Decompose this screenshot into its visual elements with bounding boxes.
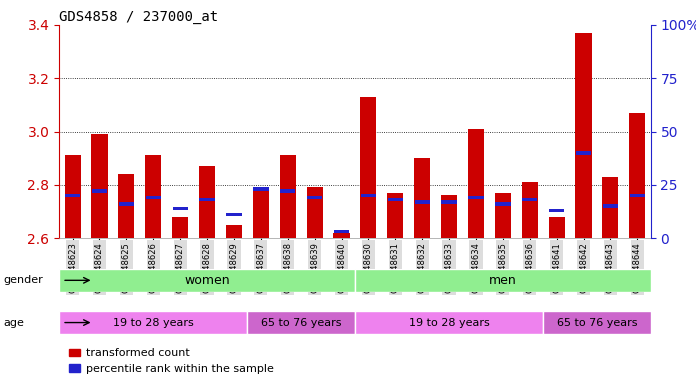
Text: age: age: [3, 318, 24, 328]
Bar: [522, 182, 538, 238]
Bar: [495, 202, 511, 206]
Bar: [145, 196, 161, 199]
Text: men: men: [489, 274, 516, 287]
Bar: [576, 33, 592, 238]
Bar: [441, 195, 457, 238]
Bar: [361, 194, 376, 197]
Bar: [543, 311, 651, 334]
Text: 19 to 28 years: 19 to 28 years: [113, 318, 193, 328]
Bar: [280, 189, 295, 193]
Bar: [522, 198, 537, 202]
Bar: [59, 269, 355, 292]
Bar: [388, 198, 403, 202]
Bar: [630, 194, 645, 197]
Bar: [173, 207, 188, 210]
Bar: [119, 202, 134, 206]
Bar: [65, 194, 80, 197]
Bar: [549, 209, 564, 212]
Text: GDS4858 / 237000_at: GDS4858 / 237000_at: [59, 10, 219, 24]
Bar: [441, 200, 457, 204]
Bar: [468, 129, 484, 238]
Bar: [199, 198, 215, 202]
Bar: [603, 204, 618, 208]
Bar: [65, 156, 81, 238]
Bar: [307, 196, 322, 199]
Bar: [247, 311, 355, 334]
Bar: [92, 189, 107, 193]
Text: gender: gender: [3, 275, 43, 285]
Bar: [172, 217, 188, 238]
Text: women: women: [184, 274, 230, 287]
Bar: [280, 156, 296, 238]
Bar: [548, 217, 564, 238]
Text: 65 to 76 years: 65 to 76 years: [261, 318, 342, 328]
Text: 65 to 76 years: 65 to 76 years: [557, 318, 638, 328]
Bar: [333, 233, 349, 238]
Legend: transformed count, percentile rank within the sample: transformed count, percentile rank withi…: [65, 344, 278, 379]
Text: 19 to 28 years: 19 to 28 years: [409, 318, 489, 328]
Bar: [414, 158, 430, 238]
Bar: [415, 200, 430, 204]
Bar: [355, 269, 651, 292]
Bar: [306, 187, 323, 238]
Bar: [495, 193, 511, 238]
Bar: [355, 311, 543, 334]
Bar: [361, 97, 377, 238]
Bar: [629, 113, 645, 238]
Bar: [91, 134, 108, 238]
Bar: [199, 166, 215, 238]
Bar: [468, 196, 484, 199]
Bar: [226, 213, 242, 216]
Bar: [387, 193, 404, 238]
Bar: [118, 174, 134, 238]
Bar: [253, 187, 269, 238]
Bar: [576, 151, 591, 155]
Bar: [226, 225, 242, 238]
Bar: [334, 230, 349, 233]
Bar: [59, 311, 247, 334]
Bar: [145, 156, 161, 238]
Bar: [253, 187, 269, 191]
Bar: [602, 177, 619, 238]
